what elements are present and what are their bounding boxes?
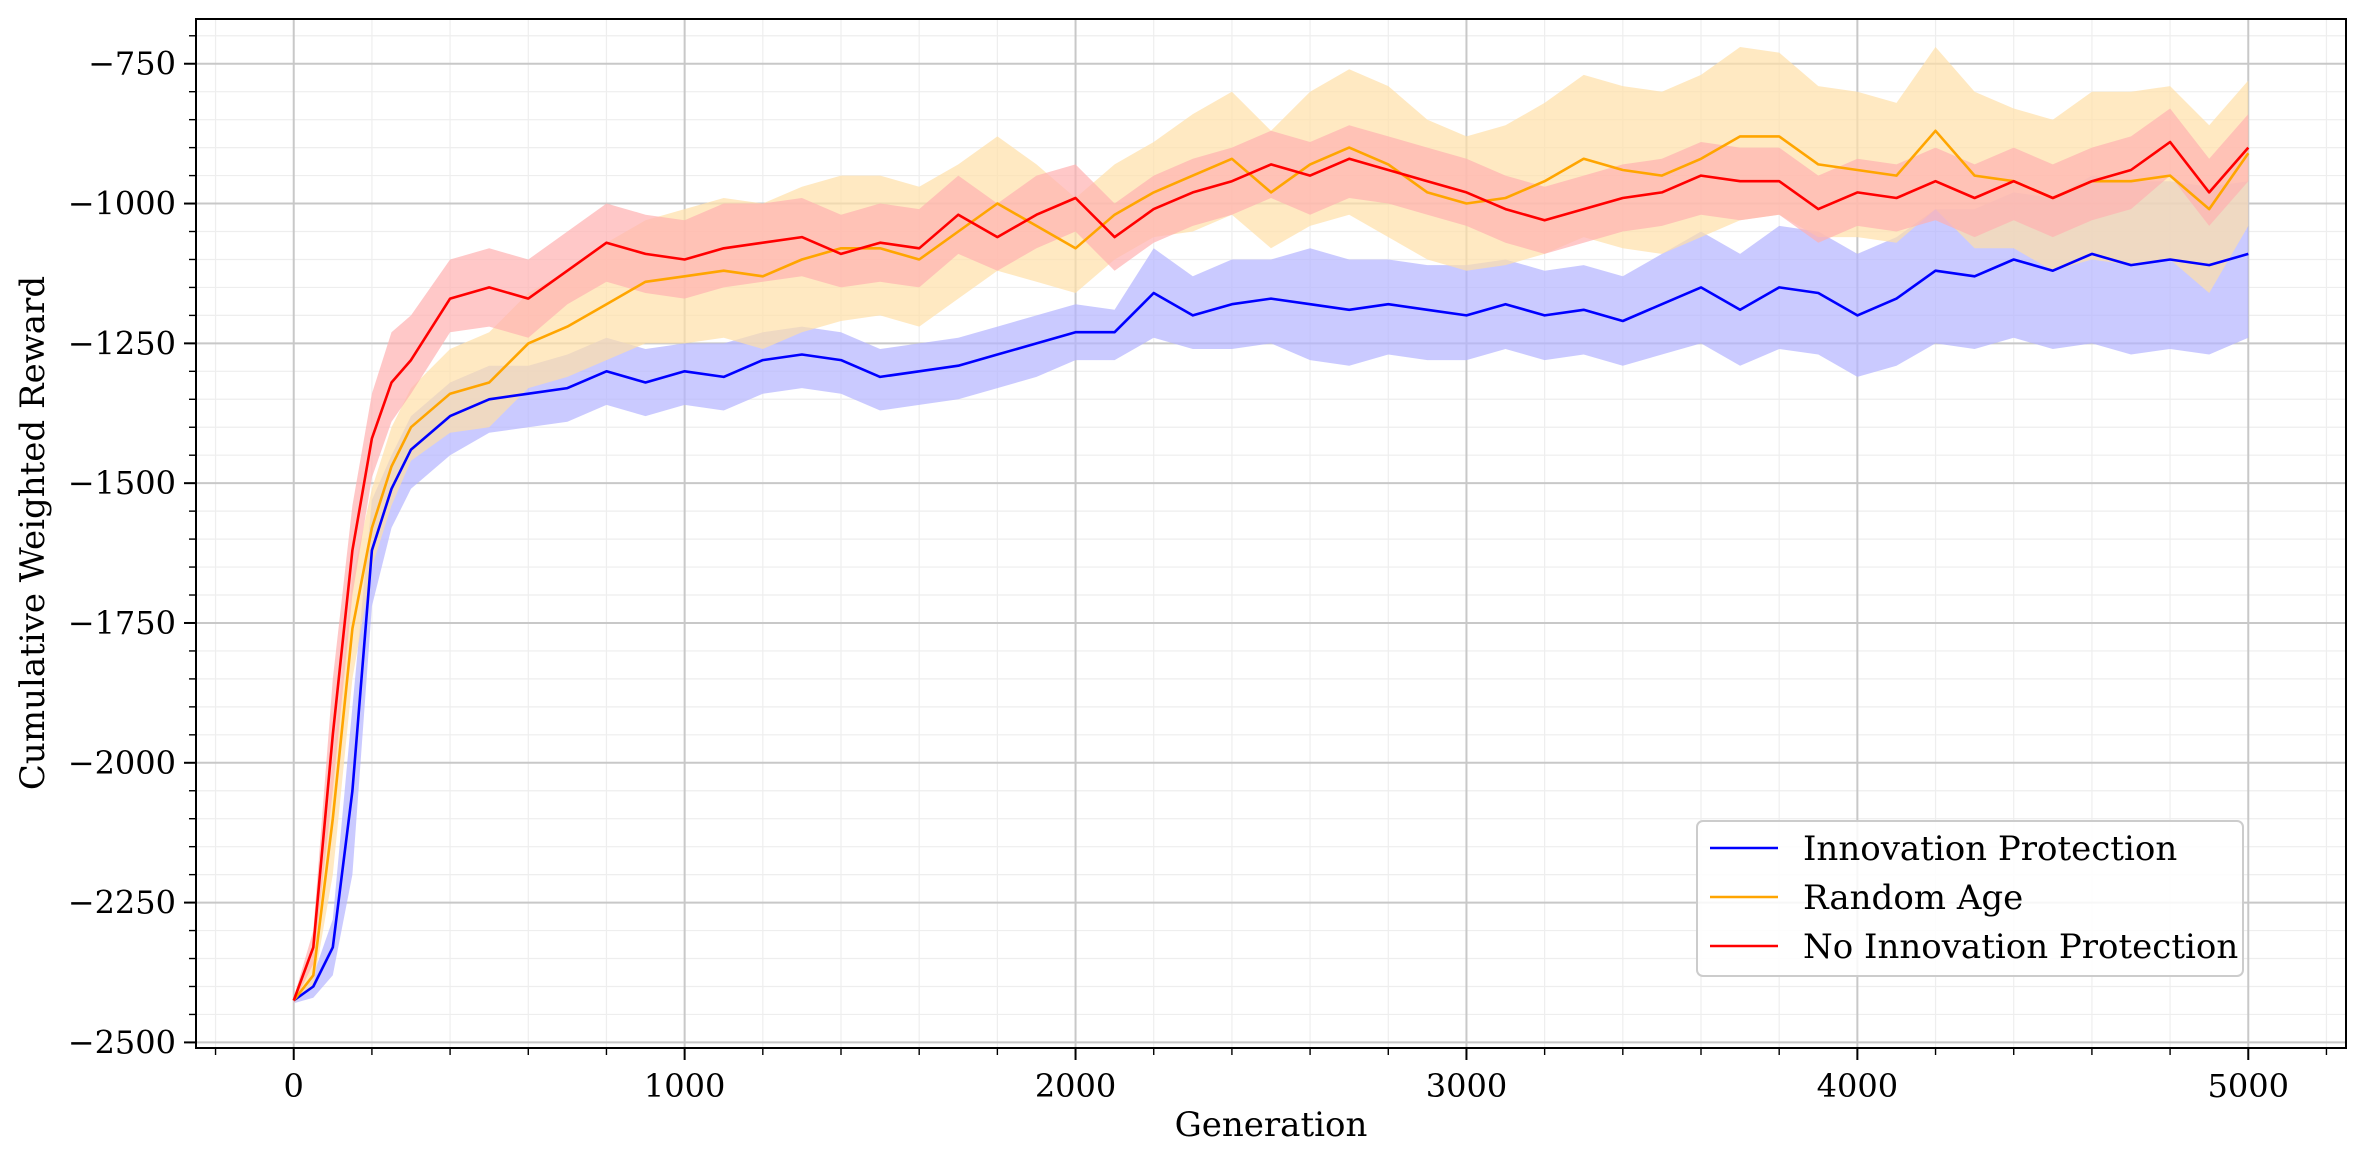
y-tick-labels: −2500 −2250 −2000 −1750 −1500 −1250 −1000 −750: [68, 45, 176, 1062]
legend-frame: [1696, 820, 2244, 977]
legend: Innovation Protection Random Age No Innova…: [1696, 820, 2244, 977]
x-tick-label: 2000: [1035, 1067, 1116, 1105]
y-tick-label: −1000: [68, 185, 176, 223]
legend-label-random-age: Random Age: [1803, 878, 2023, 918]
x-tick-label: 4000: [1817, 1067, 1898, 1105]
y-tick-label: −2250: [68, 884, 176, 922]
y-tick-label: −1500: [68, 464, 176, 502]
y-tick-label: −750: [88, 45, 176, 83]
line-no-innovation-protection: [292, 140, 2250, 1001]
legend-label-innovation-protection: Innovation Protection: [1803, 829, 2177, 869]
line-random-age: [292, 129, 2250, 1002]
y-tick-label: −2500: [68, 1023, 176, 1061]
y-tick-label: −1750: [68, 604, 176, 642]
y-tick-label: −2000: [68, 744, 176, 782]
plot-frame: [195, 18, 2347, 1049]
legend-label-no-innovation-protection: No Innovation Protection: [1803, 927, 2238, 967]
line-innovation-protection: [292, 252, 2249, 1002]
band-random-age: [293, 47, 2249, 1004]
x-axis-label: Generation: [1175, 1105, 1368, 1145]
x-tick-label: 1000: [644, 1067, 725, 1105]
x-tick-labels: 0 1000 2000 3000 4000 5000: [284, 1067, 2289, 1105]
series-lines: [292, 129, 2250, 1002]
x-tick-label: 3000: [1426, 1067, 1507, 1105]
x-tick-label: 5000: [2208, 1067, 2289, 1105]
band-innovation-protection: [293, 175, 2249, 1004]
x-tick-label: 0: [284, 1067, 304, 1105]
y-axis-label: Cumulative Weighted Reward: [13, 276, 53, 790]
y-tick-label: −1250: [68, 324, 176, 362]
axis-ticks: [184, 35, 2328, 1060]
